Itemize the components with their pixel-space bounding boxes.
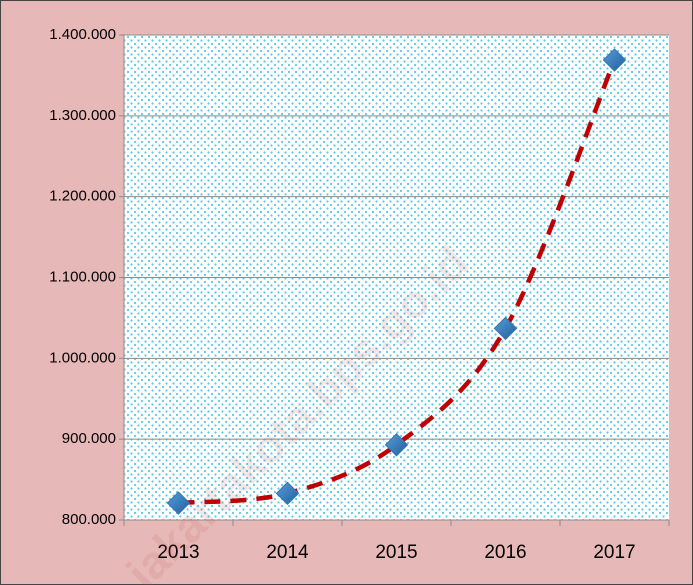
y-tick-label: 800.000: [62, 511, 116, 528]
x-tick-label: 2016: [484, 542, 526, 563]
x-tick-label: 2015: [375, 542, 417, 563]
y-tick-label: 1.200.000: [49, 188, 116, 205]
y-tick-label: 1.300.000: [49, 107, 116, 124]
x-tick-label: 2014: [266, 542, 309, 563]
marker: [384, 433, 409, 457]
marker: [602, 48, 627, 72]
y-tick-label: 1.100.000: [49, 268, 116, 285]
y-tick-label: 1.000.000: [49, 349, 116, 366]
marker: [493, 316, 518, 341]
marker: [166, 491, 191, 515]
x-tick-label: 2017: [593, 542, 635, 563]
series-line: [178, 59, 617, 506]
marker: [275, 481, 300, 506]
y-tick-label: 1.400.000: [49, 26, 116, 43]
x-tick-label: 2013: [157, 542, 199, 563]
y-tick-label: 900.000: [62, 430, 116, 447]
